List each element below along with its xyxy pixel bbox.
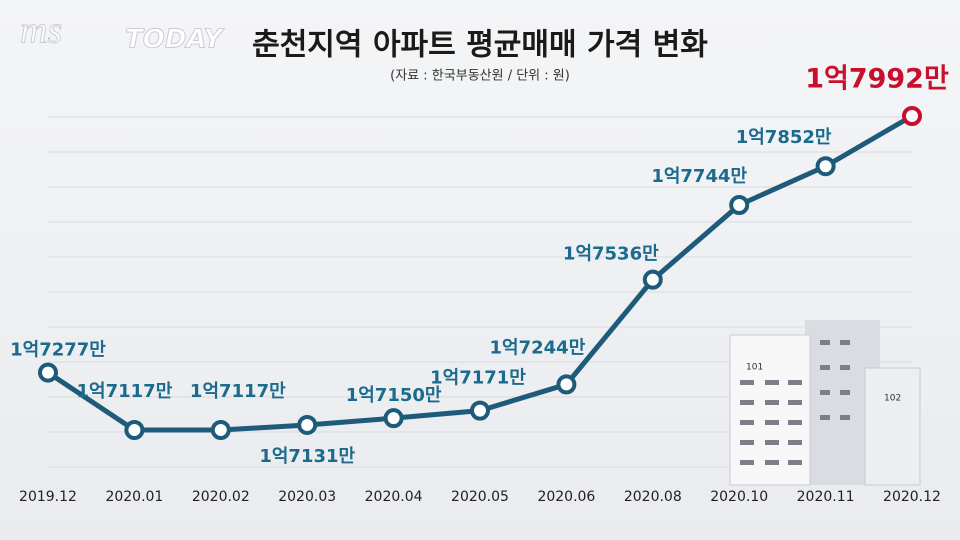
x-tick-label: 2020.12: [883, 489, 941, 505]
data-point: [297, 414, 318, 435]
building-label: 102: [884, 394, 901, 404]
x-tick-label: 2020.10: [710, 489, 768, 505]
data-point: [470, 400, 490, 421]
data-point: [556, 374, 577, 395]
data-point: [210, 420, 231, 440]
data-point: [642, 269, 663, 290]
value-label: 1억7852만: [736, 127, 832, 148]
x-tick-label: 2020.02: [192, 489, 250, 505]
data-point: [124, 420, 145, 440]
chart-subtitle: (자료 : 한국부동산원 / 단위 : 원): [390, 69, 570, 84]
windows: [740, 340, 850, 465]
data-point: [383, 408, 404, 429]
value-label: 1억7117만: [77, 381, 173, 402]
building-illustration: 101 102: [729, 320, 921, 486]
highlight-value-label: 1억7992만: [805, 64, 949, 95]
value-label: 1억7117만: [190, 381, 286, 402]
data-point: [902, 106, 922, 126]
logo-today: TODAY: [125, 25, 226, 55]
data-point: [38, 362, 58, 383]
x-tick-label: 2020.04: [365, 489, 423, 505]
value-label: 1억7277만: [10, 340, 106, 361]
value-label: 1억7244만: [490, 337, 586, 358]
x-tick-label: 2020.01: [105, 489, 163, 505]
data-point: [815, 156, 836, 177]
value-label: 1억7150만: [346, 385, 442, 406]
building: [864, 367, 921, 486]
x-tick-label: 2019.12: [19, 489, 77, 505]
data-point: [729, 194, 750, 215]
building-label: 101: [746, 363, 763, 373]
x-tick-label: 2020.03: [278, 489, 336, 505]
value-label: 1억7131만: [259, 446, 355, 467]
x-tick-label: 2020.06: [537, 489, 595, 505]
value-label: 1억7171만: [430, 368, 526, 389]
x-tick-label: 2020.05: [451, 489, 509, 505]
x-tick-label: 2020.11: [797, 489, 855, 505]
value-label: 1억7536만: [563, 244, 659, 265]
logo-ms: ms: [20, 10, 62, 52]
value-label: 1억7744만: [651, 166, 747, 187]
x-tick-label: 2020.08: [624, 489, 682, 505]
chart-title: 춘천지역 아파트 평균매매 가격 변화: [252, 28, 708, 63]
